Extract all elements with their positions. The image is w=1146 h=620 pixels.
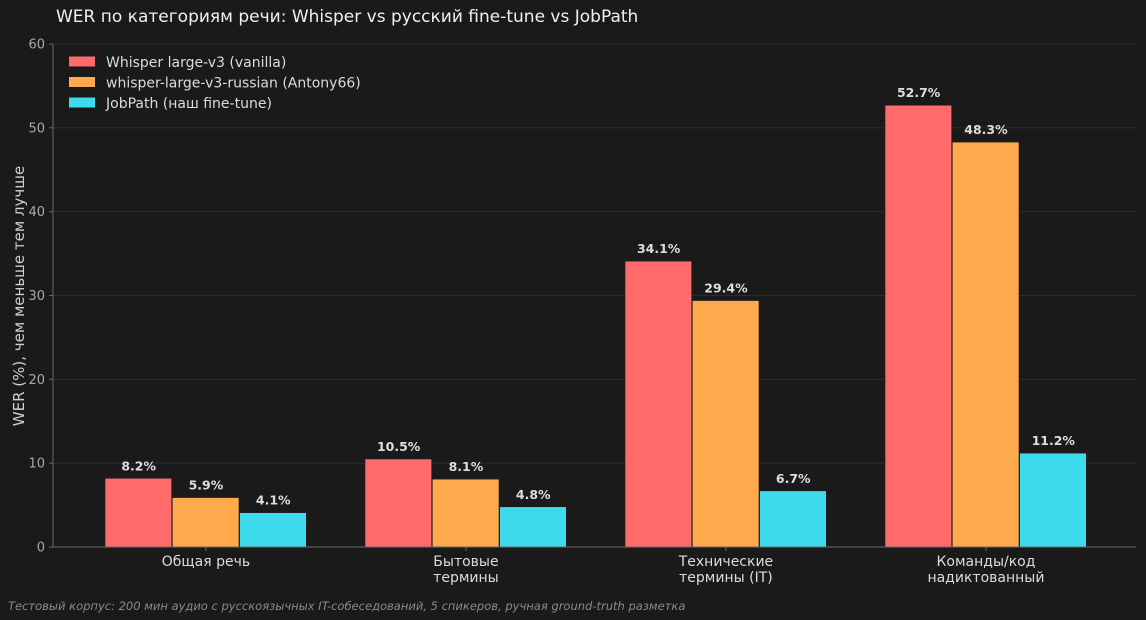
x-tick-label: Общая речь [162,554,250,570]
x-tick-label: Технические термины (IT) [678,554,773,586]
legend-entry: JobPath (наш fine-tune) [105,96,272,112]
data-label: 10.5% [377,439,421,454]
y-axis-label: WER (%), чем меньше тем лучше [10,166,28,426]
bar [431,478,500,548]
y-tick-label: 50 [28,121,45,136]
bar [624,260,692,548]
bar [172,497,240,548]
data-label: 8.1% [449,459,484,474]
bar [239,512,307,548]
data-label: 48.3% [964,122,1008,137]
y-tick-label: 0 [37,541,45,556]
legend-swatch [69,97,95,108]
data-label: 11.2% [1032,433,1076,448]
bar [691,300,760,548]
legend: Whisper large-v3 (vanilla) whisper-large-… [69,55,361,112]
data-label: 8.2% [121,458,156,473]
legend-swatch [69,77,95,87]
data-label: 4.1% [256,493,291,508]
legend-entry: whisper-large-v3-russian (Antony66) [106,76,361,92]
y-tick-label: 60 [28,38,45,53]
bar [951,141,1020,548]
x-tick-label: Команды/код надиктованный [927,554,1044,586]
data-label: 5.9% [189,478,224,493]
data-label: 34.1% [637,241,681,256]
bar [1019,452,1087,548]
bar [104,477,172,548]
chart-title: WER по категориям речи: Whisper vs русск… [56,7,638,27]
legend-entry: Whisper large-v3 (vanilla) [106,55,286,71]
y-tick-label: 30 [28,289,45,304]
bar [499,506,567,548]
bar [759,490,827,548]
x-tick-label: Бытовые термины [433,554,499,586]
data-label: 29.4% [704,281,748,296]
data-label: 52.7% [897,85,941,100]
data-label: 6.7% [776,471,811,486]
footnote: Тестовый корпус: 200 мин аудио с русскоя… [8,599,685,613]
y-tick-label: 20 [28,373,45,388]
legend-swatch [69,56,95,67]
y-tick-label: 40 [28,205,45,220]
bar [884,104,952,548]
bar [364,458,432,548]
y-tick-label: 10 [28,457,45,472]
data-label: 4.8% [516,487,551,502]
